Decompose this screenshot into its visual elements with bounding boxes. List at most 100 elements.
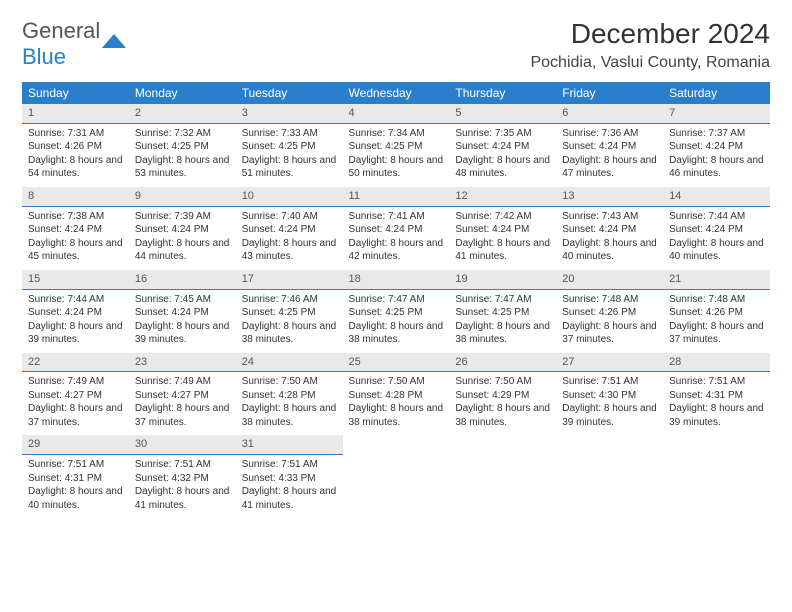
daylight-text: Daylight: 8 hours and 38 minutes.: [242, 320, 337, 347]
day-detail-cell: Sunrise: 7:42 AMSunset: 4:24 PMDaylight:…: [449, 206, 556, 270]
sunrise-text: Sunrise: 7:48 AM: [669, 293, 764, 307]
sunset-text: Sunset: 4:24 PM: [135, 306, 230, 320]
day-detail-cell: Sunrise: 7:44 AMSunset: 4:24 PMDaylight:…: [663, 206, 770, 270]
sunset-text: Sunset: 4:26 PM: [562, 306, 657, 320]
logo-text-general: General: [22, 18, 100, 43]
day-detail-cell: Sunrise: 7:34 AMSunset: 4:25 PMDaylight:…: [343, 123, 450, 187]
day-detail-cell: Sunrise: 7:38 AMSunset: 4:24 PMDaylight:…: [22, 206, 129, 270]
day-detail-cell: Sunrise: 7:40 AMSunset: 4:24 PMDaylight:…: [236, 206, 343, 270]
sunrise-text: Sunrise: 7:51 AM: [28, 458, 123, 472]
sunrise-text: Sunrise: 7:44 AM: [28, 293, 123, 307]
sunrise-text: Sunrise: 7:48 AM: [562, 293, 657, 307]
day-number-cell: 28: [663, 353, 770, 372]
daylight-text: Daylight: 8 hours and 38 minutes.: [349, 320, 444, 347]
sunrise-text: Sunrise: 7:47 AM: [349, 293, 444, 307]
daylight-text: Daylight: 8 hours and 37 minutes.: [562, 320, 657, 347]
sunrise-text: Sunrise: 7:51 AM: [562, 375, 657, 389]
daylight-text: Daylight: 8 hours and 39 minutes.: [135, 320, 230, 347]
day-number-row: 22232425262728: [22, 353, 770, 372]
sunset-text: Sunset: 4:24 PM: [135, 223, 230, 237]
daylight-text: Daylight: 8 hours and 38 minutes.: [242, 402, 337, 429]
day-number-cell: 15: [22, 270, 129, 289]
weekday-header: Friday: [556, 82, 663, 104]
day-detail-cell: Sunrise: 7:36 AMSunset: 4:24 PMDaylight:…: [556, 123, 663, 187]
day-detail-cell: [663, 455, 770, 519]
sunset-text: Sunset: 4:25 PM: [349, 140, 444, 154]
day-detail-cell: Sunrise: 7:47 AMSunset: 4:25 PMDaylight:…: [343, 289, 450, 353]
sunrise-text: Sunrise: 7:43 AM: [562, 210, 657, 224]
weekday-header: Wednesday: [343, 82, 450, 104]
daylight-text: Daylight: 8 hours and 38 minutes.: [349, 402, 444, 429]
triangle-icon: [102, 30, 128, 55]
day-detail-cell: [449, 455, 556, 519]
sunrise-text: Sunrise: 7:39 AM: [135, 210, 230, 224]
sunrise-text: Sunrise: 7:51 AM: [135, 458, 230, 472]
location: Pochidia, Vaslui County, Romania: [530, 54, 770, 72]
sunrise-text: Sunrise: 7:34 AM: [349, 127, 444, 141]
month-title: December 2024: [530, 18, 770, 50]
day-number-cell: 29: [22, 435, 129, 454]
title-area: December 2024 Pochidia, Vaslui County, R…: [530, 18, 770, 72]
sunrise-text: Sunrise: 7:49 AM: [28, 375, 123, 389]
weekday-header: Tuesday: [236, 82, 343, 104]
day-detail-cell: Sunrise: 7:51 AMSunset: 4:31 PMDaylight:…: [22, 455, 129, 519]
day-detail-cell: Sunrise: 7:46 AMSunset: 4:25 PMDaylight:…: [236, 289, 343, 353]
sunrise-text: Sunrise: 7:41 AM: [349, 210, 444, 224]
sunrise-text: Sunrise: 7:37 AM: [669, 127, 764, 141]
daylight-text: Daylight: 8 hours and 46 minutes.: [669, 154, 764, 181]
day-number-cell: 30: [129, 435, 236, 454]
sunset-text: Sunset: 4:24 PM: [242, 223, 337, 237]
day-detail-cell: Sunrise: 7:41 AMSunset: 4:24 PMDaylight:…: [343, 206, 450, 270]
sunset-text: Sunset: 4:24 PM: [28, 306, 123, 320]
day-detail-cell: Sunrise: 7:49 AMSunset: 4:27 PMDaylight:…: [129, 372, 236, 436]
day-number-cell: 9: [129, 187, 236, 206]
day-detail-row: Sunrise: 7:51 AMSunset: 4:31 PMDaylight:…: [22, 455, 770, 519]
sunrise-text: Sunrise: 7:50 AM: [349, 375, 444, 389]
day-number-cell: 31: [236, 435, 343, 454]
sunset-text: Sunset: 4:31 PM: [28, 472, 123, 486]
sunrise-text: Sunrise: 7:44 AM: [669, 210, 764, 224]
day-detail-row: Sunrise: 7:31 AMSunset: 4:26 PMDaylight:…: [22, 123, 770, 187]
day-number-row: 1234567: [22, 104, 770, 123]
daylight-text: Daylight: 8 hours and 45 minutes.: [28, 237, 123, 264]
daylight-text: Daylight: 8 hours and 38 minutes.: [455, 320, 550, 347]
day-number-cell: 24: [236, 353, 343, 372]
day-detail-cell: Sunrise: 7:31 AMSunset: 4:26 PMDaylight:…: [22, 123, 129, 187]
daylight-text: Daylight: 8 hours and 54 minutes.: [28, 154, 123, 181]
day-number-cell: [556, 435, 663, 454]
weekday-header-row: Sunday Monday Tuesday Wednesday Thursday…: [22, 82, 770, 104]
day-detail-cell: Sunrise: 7:43 AMSunset: 4:24 PMDaylight:…: [556, 206, 663, 270]
sunset-text: Sunset: 4:29 PM: [455, 389, 550, 403]
day-detail-cell: Sunrise: 7:51 AMSunset: 4:30 PMDaylight:…: [556, 372, 663, 436]
day-number-cell: [449, 435, 556, 454]
daylight-text: Daylight: 8 hours and 37 minutes.: [135, 402, 230, 429]
day-detail-cell: Sunrise: 7:51 AMSunset: 4:33 PMDaylight:…: [236, 455, 343, 519]
day-number-cell: 23: [129, 353, 236, 372]
logo: General Blue: [22, 18, 128, 70]
sunrise-text: Sunrise: 7:31 AM: [28, 127, 123, 141]
daylight-text: Daylight: 8 hours and 40 minutes.: [28, 485, 123, 512]
day-number-cell: 6: [556, 104, 663, 123]
day-detail-cell: Sunrise: 7:50 AMSunset: 4:28 PMDaylight:…: [343, 372, 450, 436]
sunrise-text: Sunrise: 7:49 AM: [135, 375, 230, 389]
sunset-text: Sunset: 4:26 PM: [28, 140, 123, 154]
day-detail-cell: Sunrise: 7:45 AMSunset: 4:24 PMDaylight:…: [129, 289, 236, 353]
day-number-cell: 2: [129, 104, 236, 123]
day-number-cell: 1: [22, 104, 129, 123]
daylight-text: Daylight: 8 hours and 37 minutes.: [28, 402, 123, 429]
day-detail-row: Sunrise: 7:44 AMSunset: 4:24 PMDaylight:…: [22, 289, 770, 353]
daylight-text: Daylight: 8 hours and 37 minutes.: [669, 320, 764, 347]
daylight-text: Daylight: 8 hours and 47 minutes.: [562, 154, 657, 181]
sunrise-text: Sunrise: 7:40 AM: [242, 210, 337, 224]
sunset-text: Sunset: 4:27 PM: [135, 389, 230, 403]
sunrise-text: Sunrise: 7:42 AM: [455, 210, 550, 224]
sunset-text: Sunset: 4:33 PM: [242, 472, 337, 486]
sunset-text: Sunset: 4:24 PM: [455, 223, 550, 237]
day-number-cell: 18: [343, 270, 450, 289]
header: General Blue December 2024 Pochidia, Vas…: [22, 18, 770, 72]
day-number-row: 891011121314: [22, 187, 770, 206]
day-number-cell: [343, 435, 450, 454]
sunset-text: Sunset: 4:32 PM: [135, 472, 230, 486]
daylight-text: Daylight: 8 hours and 38 minutes.: [455, 402, 550, 429]
weekday-header: Sunday: [22, 82, 129, 104]
